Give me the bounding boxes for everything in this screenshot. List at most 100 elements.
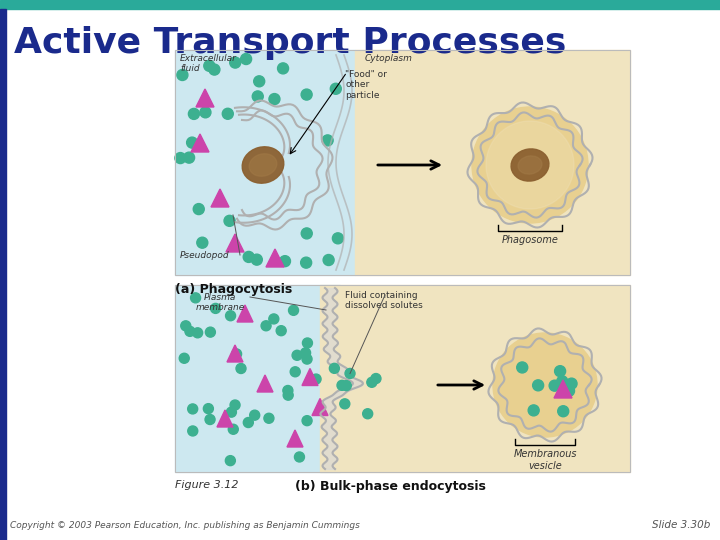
Bar [175, 50, 355, 275]
Circle shape [269, 314, 279, 324]
Polygon shape [226, 234, 244, 252]
Circle shape [205, 327, 215, 337]
Circle shape [301, 257, 312, 268]
Bar [175, 285, 340, 472]
Circle shape [210, 303, 220, 313]
Circle shape [337, 380, 347, 390]
Circle shape [482, 117, 578, 213]
Circle shape [558, 406, 569, 417]
Text: Cytoplasm: Cytoplasm [365, 54, 413, 63]
Circle shape [283, 386, 293, 395]
Polygon shape [191, 134, 209, 152]
Ellipse shape [242, 147, 284, 183]
Polygon shape [266, 249, 284, 267]
Circle shape [188, 404, 198, 414]
Circle shape [252, 91, 264, 102]
Circle shape [311, 374, 321, 384]
Circle shape [323, 254, 334, 266]
Circle shape [225, 310, 235, 321]
Polygon shape [227, 345, 243, 362]
Circle shape [294, 452, 305, 462]
Circle shape [276, 326, 286, 336]
Circle shape [269, 93, 280, 105]
Bar [320, 285, 630, 472]
Circle shape [243, 252, 254, 262]
Circle shape [184, 152, 194, 163]
Circle shape [264, 413, 274, 423]
Circle shape [277, 63, 289, 74]
Ellipse shape [511, 149, 549, 181]
Polygon shape [237, 305, 253, 322]
Circle shape [290, 367, 300, 377]
Bar [0, 9, 6, 540]
Circle shape [232, 349, 242, 359]
Circle shape [366, 377, 377, 387]
Text: Copyright © 2003 Pearson Education, Inc. publishing as Benjamin Cummings: Copyright © 2003 Pearson Education, Inc.… [10, 521, 360, 530]
Circle shape [493, 333, 597, 437]
Circle shape [566, 378, 577, 389]
Circle shape [283, 390, 293, 400]
Text: Slide 3.30b: Slide 3.30b [652, 520, 710, 530]
Circle shape [528, 405, 539, 416]
Circle shape [236, 363, 246, 374]
Text: (a) Phagocytosis: (a) Phagocytosis [175, 283, 292, 296]
Circle shape [209, 64, 220, 75]
Text: (b) Bulk-phase endocytosis: (b) Bulk-phase endocytosis [295, 480, 486, 493]
Circle shape [345, 368, 355, 379]
Circle shape [253, 76, 265, 87]
Circle shape [341, 381, 351, 390]
Bar [175, 50, 630, 275]
Circle shape [517, 362, 528, 373]
Circle shape [472, 107, 588, 223]
Text: Pseudopod: Pseudopod [180, 251, 230, 260]
Circle shape [189, 109, 199, 119]
Circle shape [300, 348, 310, 358]
Polygon shape [257, 375, 273, 392]
Circle shape [329, 363, 339, 373]
Polygon shape [302, 368, 318, 386]
Circle shape [486, 121, 574, 209]
Circle shape [251, 254, 262, 265]
Circle shape [240, 53, 251, 64]
Text: Extracellular
fluid: Extracellular fluid [180, 54, 237, 73]
Circle shape [203, 403, 213, 414]
Circle shape [186, 137, 197, 148]
Text: "Food" or
other
particle: "Food" or other particle [345, 70, 387, 100]
Circle shape [301, 228, 312, 239]
Circle shape [230, 400, 240, 410]
Circle shape [322, 135, 333, 146]
Circle shape [340, 399, 350, 409]
Text: Membranous
vesicle: Membranous vesicle [513, 449, 577, 470]
Circle shape [289, 305, 299, 315]
Polygon shape [287, 430, 303, 447]
Polygon shape [217, 410, 233, 427]
Circle shape [222, 109, 233, 119]
Circle shape [188, 426, 198, 436]
Circle shape [533, 380, 544, 391]
Polygon shape [312, 399, 328, 415]
Circle shape [371, 374, 381, 383]
Circle shape [204, 60, 215, 71]
Circle shape [363, 409, 373, 419]
Circle shape [302, 416, 312, 426]
Circle shape [224, 215, 235, 226]
Bar [0, 0, 720, 9]
Circle shape [564, 386, 575, 396]
Text: Active Transport Processes: Active Transport Processes [14, 26, 567, 60]
Circle shape [230, 57, 240, 68]
Circle shape [185, 326, 195, 336]
Bar [355, 50, 630, 275]
Circle shape [205, 415, 215, 424]
Circle shape [193, 328, 202, 338]
Circle shape [181, 321, 191, 331]
Circle shape [179, 353, 189, 363]
Circle shape [225, 456, 235, 465]
Circle shape [557, 376, 568, 387]
Text: Figure 3.12: Figure 3.12 [175, 480, 238, 490]
Circle shape [226, 407, 236, 417]
Circle shape [301, 89, 312, 100]
Circle shape [279, 255, 290, 267]
Polygon shape [196, 89, 214, 107]
Text: Phagosome: Phagosome [502, 235, 559, 245]
Circle shape [197, 237, 208, 248]
